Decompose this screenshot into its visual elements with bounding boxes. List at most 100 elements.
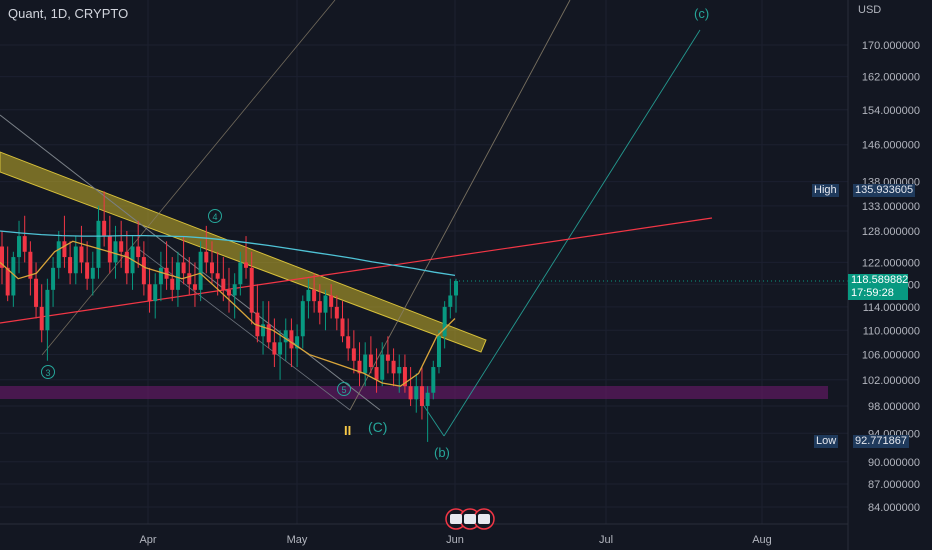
candle[interactable] bbox=[198, 241, 203, 302]
candle[interactable] bbox=[374, 348, 379, 393]
candle[interactable] bbox=[380, 342, 385, 387]
candle[interactable] bbox=[317, 284, 322, 325]
candle[interactable] bbox=[278, 330, 283, 380]
candle[interactable] bbox=[436, 330, 441, 374]
candle[interactable] bbox=[51, 257, 56, 307]
candle[interactable] bbox=[391, 348, 396, 387]
candle[interactable] bbox=[266, 301, 271, 349]
candle[interactable] bbox=[73, 236, 78, 285]
candle[interactable] bbox=[215, 251, 220, 296]
candle[interactable] bbox=[323, 289, 328, 331]
wave-label-3[interactable]: 3 bbox=[41, 365, 55, 379]
candle[interactable] bbox=[357, 342, 362, 387]
candle[interactable] bbox=[204, 225, 209, 274]
candle[interactable] bbox=[107, 215, 112, 274]
candle[interactable] bbox=[419, 367, 424, 420]
candle[interactable] bbox=[300, 295, 305, 349]
candle[interactable] bbox=[5, 246, 10, 302]
ma-long-line[interactable] bbox=[0, 230, 456, 277]
wedge-upper-line[interactable] bbox=[0, 114, 381, 411]
candle[interactable] bbox=[431, 360, 436, 400]
candle[interactable] bbox=[164, 241, 169, 290]
candle[interactable] bbox=[334, 295, 339, 331]
candle[interactable] bbox=[22, 215, 27, 263]
rising-trendline-left[interactable] bbox=[41, 0, 336, 356]
candle[interactable] bbox=[96, 205, 101, 279]
candle[interactable] bbox=[90, 251, 95, 296]
wave-label-C-major[interactable]: (C) bbox=[368, 419, 387, 435]
candle[interactable] bbox=[408, 367, 413, 406]
candle[interactable] bbox=[45, 278, 50, 361]
candle[interactable] bbox=[62, 215, 67, 268]
candle[interactable] bbox=[261, 301, 266, 355]
candle[interactable] bbox=[385, 336, 390, 374]
wave-label-5[interactable]: 5 bbox=[337, 382, 351, 396]
candle[interactable] bbox=[283, 318, 288, 361]
rising-channel-base-line[interactable] bbox=[419, 399, 445, 437]
candle[interactable] bbox=[192, 262, 197, 307]
candle[interactable] bbox=[329, 284, 334, 319]
candle[interactable] bbox=[0, 230, 4, 285]
candle[interactable] bbox=[175, 251, 180, 307]
current-price-badge[interactable]: 118.589882 17:59:28 bbox=[848, 274, 908, 300]
wave-label-4[interactable]: 4 bbox=[208, 209, 222, 223]
support-zone[interactable] bbox=[0, 386, 828, 399]
candle-body bbox=[187, 273, 192, 285]
candle[interactable] bbox=[124, 230, 129, 285]
candle[interactable] bbox=[272, 318, 277, 368]
red-trendline[interactable] bbox=[0, 217, 713, 324]
candle[interactable] bbox=[56, 230, 61, 279]
candle[interactable] bbox=[454, 278, 458, 313]
candle[interactable] bbox=[255, 284, 260, 343]
pause-label[interactable]: II bbox=[344, 423, 351, 438]
candle[interactable] bbox=[209, 241, 214, 285]
candle[interactable] bbox=[351, 330, 356, 374]
candle[interactable] bbox=[158, 251, 163, 302]
wave-label-c-minor[interactable]: (c) bbox=[694, 6, 709, 21]
candle[interactable] bbox=[368, 336, 373, 374]
candle[interactable] bbox=[39, 284, 44, 343]
candle[interactable] bbox=[113, 225, 118, 279]
candle[interactable] bbox=[312, 273, 317, 313]
candle[interactable] bbox=[17, 220, 22, 274]
time-axis[interactable]: Apr May Jun Jul Aug bbox=[139, 534, 771, 546]
symbol-title[interactable]: Quant, 1D, CRYPTO bbox=[8, 6, 129, 21]
currency-label[interactable]: USD bbox=[858, 4, 882, 16]
candle[interactable] bbox=[79, 225, 84, 274]
candle[interactable] bbox=[170, 257, 175, 302]
candle[interactable] bbox=[249, 251, 254, 325]
candle[interactable] bbox=[227, 267, 231, 313]
candle[interactable] bbox=[402, 354, 407, 393]
candle[interactable] bbox=[136, 220, 141, 268]
candle[interactable] bbox=[34, 262, 39, 319]
wave-label-b[interactable]: (b) bbox=[434, 445, 450, 460]
candle[interactable] bbox=[244, 236, 249, 279]
candle[interactable] bbox=[68, 241, 73, 285]
candle[interactable] bbox=[306, 278, 311, 319]
candle[interactable] bbox=[141, 241, 146, 296]
candle[interactable] bbox=[346, 318, 351, 361]
candle[interactable] bbox=[448, 278, 453, 319]
candle[interactable] bbox=[442, 301, 447, 349]
candle[interactable] bbox=[181, 236, 186, 285]
candle[interactable] bbox=[414, 373, 419, 413]
rising-channel-left-line[interactable] bbox=[349, 0, 571, 411]
candle[interactable] bbox=[363, 342, 368, 387]
descending-channel-band[interactable] bbox=[0, 151, 487, 353]
candle[interactable] bbox=[153, 273, 158, 319]
candle[interactable] bbox=[147, 267, 152, 313]
candle[interactable] bbox=[232, 273, 237, 319]
candle[interactable] bbox=[238, 251, 243, 296]
candle-body bbox=[255, 312, 260, 337]
rising-channel-right-line[interactable] bbox=[443, 29, 701, 437]
candle[interactable] bbox=[340, 301, 345, 343]
candle[interactable] bbox=[119, 220, 124, 268]
ma-short-line[interactable] bbox=[0, 240, 456, 387]
candle[interactable] bbox=[28, 241, 33, 296]
candle[interactable] bbox=[425, 386, 430, 442]
candle[interactable] bbox=[85, 241, 90, 290]
candle[interactable] bbox=[102, 191, 107, 247]
candle[interactable] bbox=[11, 251, 16, 307]
events-icon-group[interactable] bbox=[445, 508, 495, 530]
